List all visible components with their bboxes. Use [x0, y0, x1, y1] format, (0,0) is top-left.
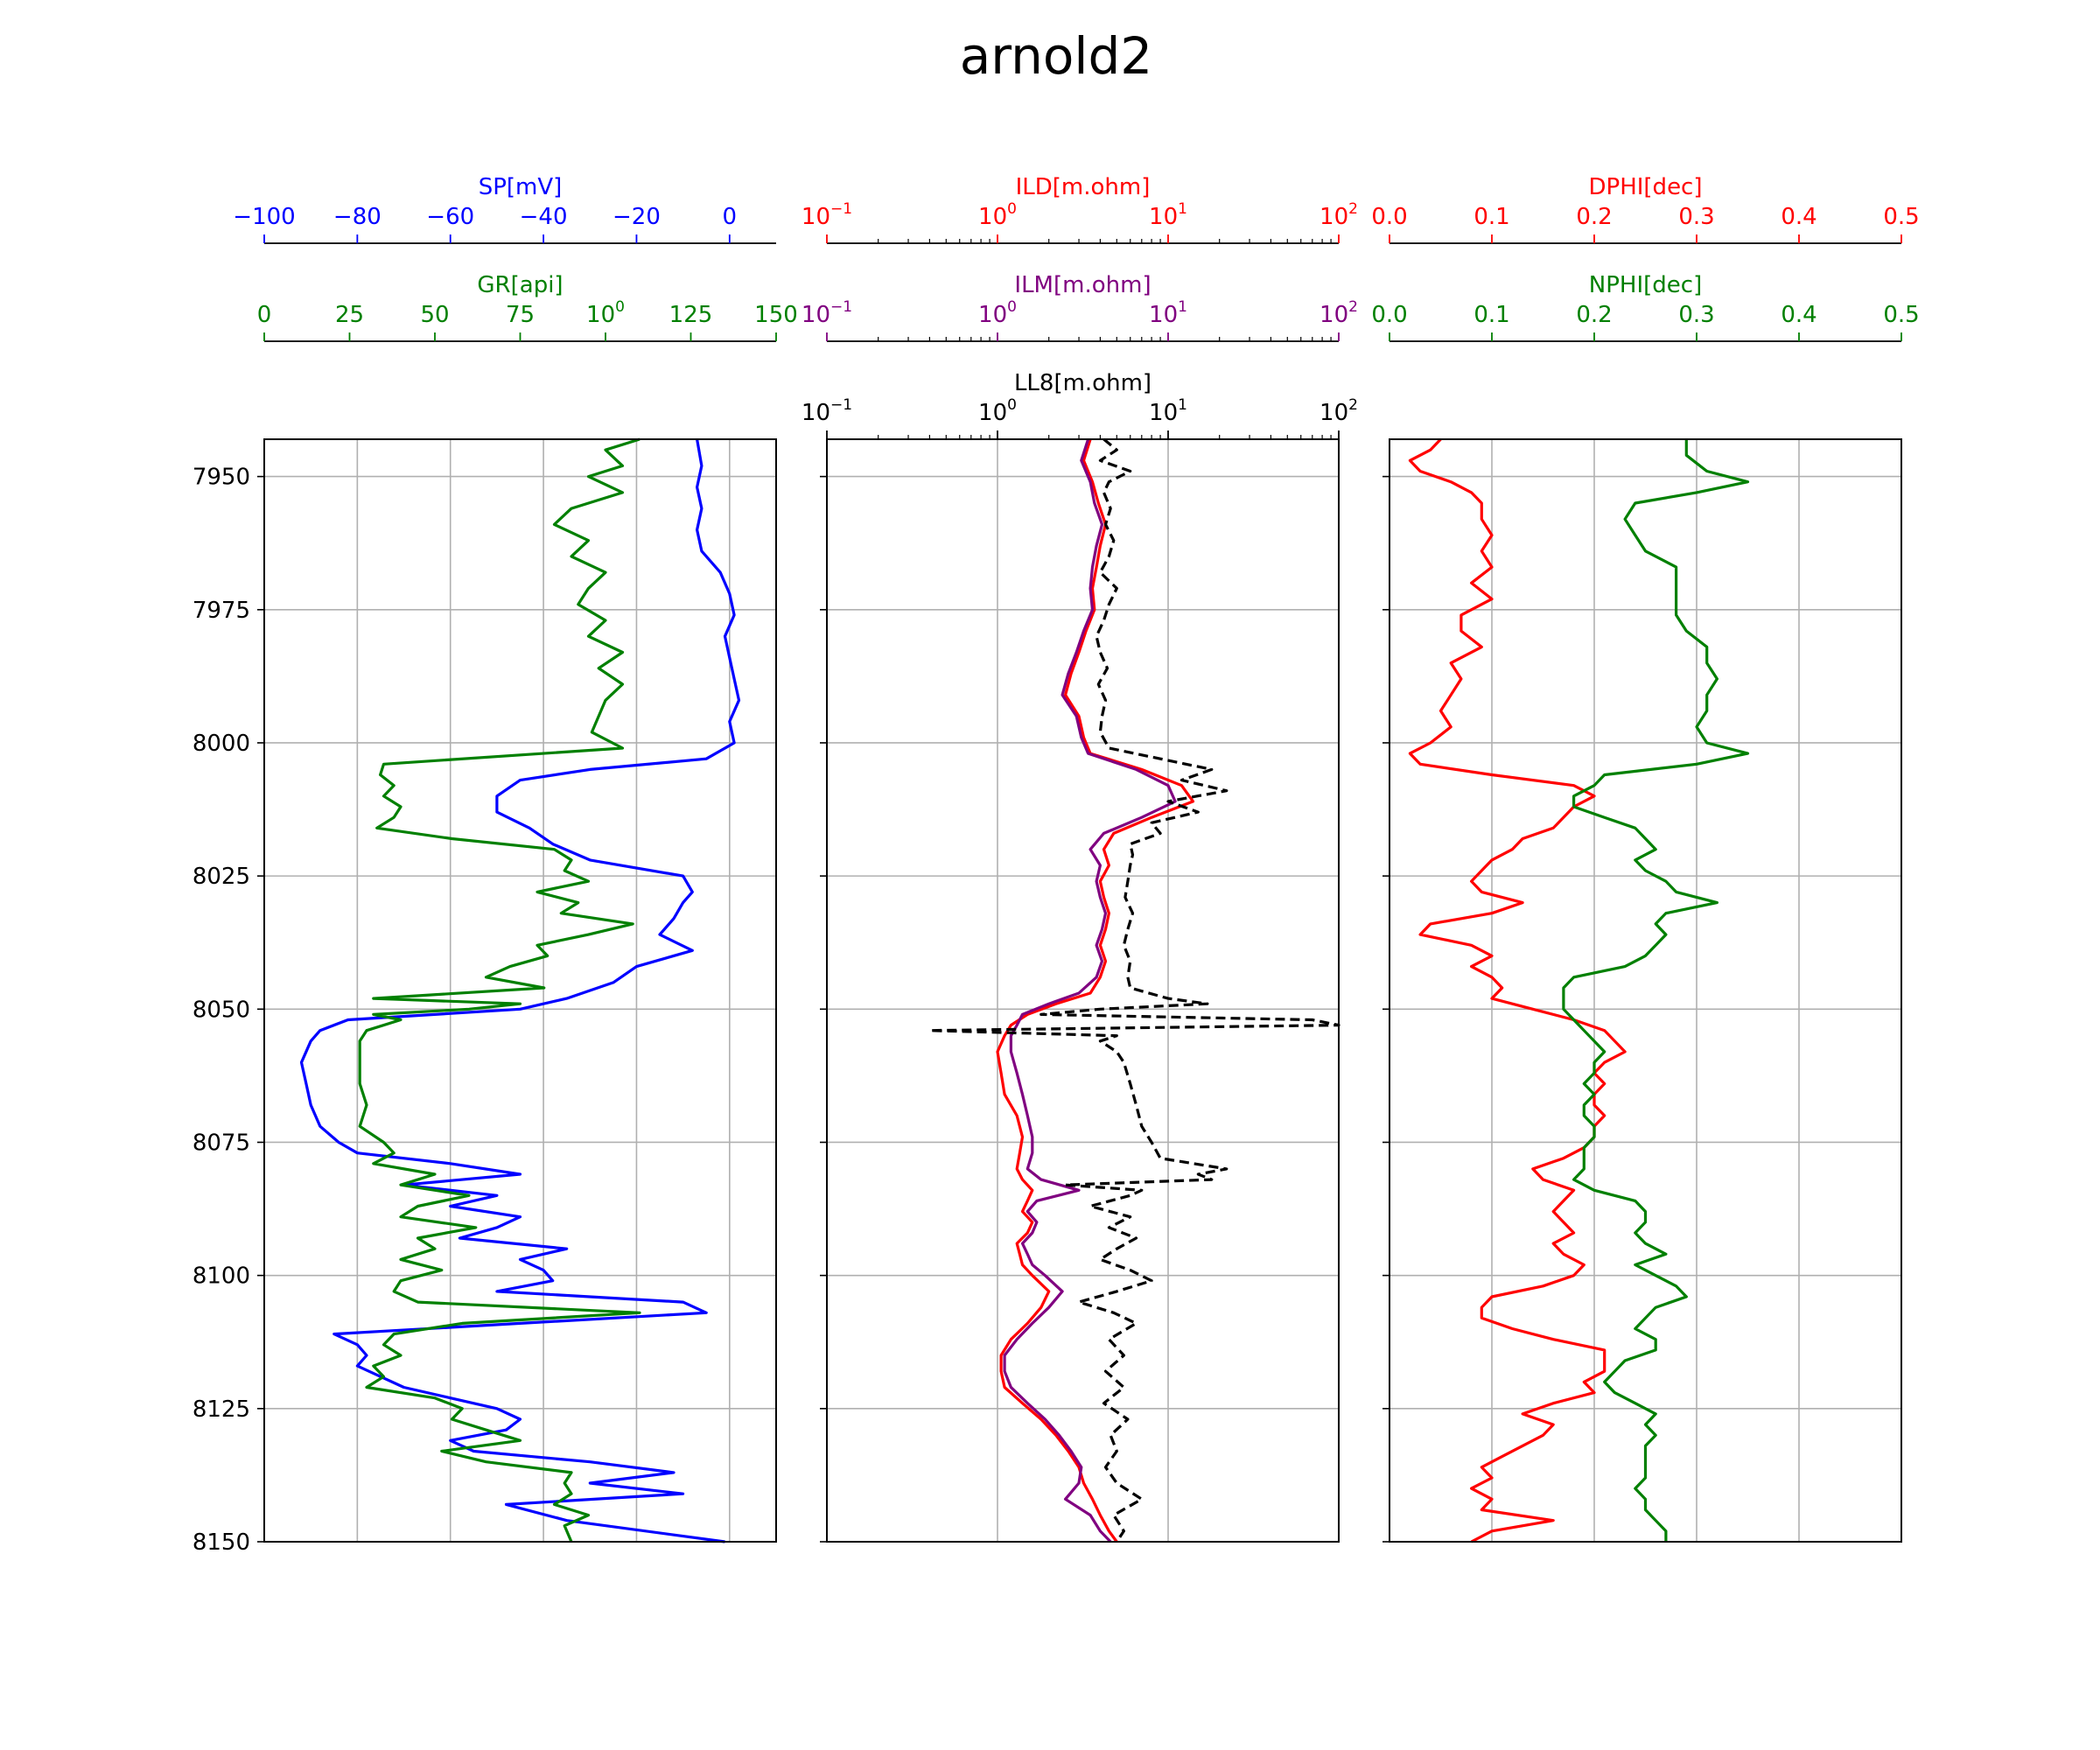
gr-curve — [358, 438, 641, 1543]
ilm-axis: 10−1 100 101 102 ILM[m.ohm] — [802, 272, 1358, 342]
nphi-axis: 0.0 0.1 0.2 0.3 0.4 0.5 NPHI[dec] — [1371, 272, 1920, 342]
ll8-axis: 10−1 100 101 102 LL8[m.ohm] — [802, 370, 1358, 440]
dphi-tick-label: 0.4 — [1781, 204, 1816, 230]
ll8-tick-label: 10−1 — [802, 396, 852, 426]
nphi-tick-label: 0.4 — [1781, 302, 1816, 328]
ilm-tick-label: 102 — [1320, 298, 1358, 328]
ild-tick-label: 102 — [1320, 200, 1358, 230]
figure-title: arnold2 — [960, 26, 1152, 86]
ll8-tick-label: 100 — [978, 396, 1017, 426]
ild-tick-label: 101 — [1149, 200, 1187, 230]
dphi-curve — [1408, 438, 1627, 1544]
depth-tick-label: 8050 — [192, 997, 250, 1023]
depth-tick-label: 7950 — [192, 465, 250, 491]
nphi-curve — [1562, 439, 1750, 1542]
gr-tick-label: 0 — [257, 302, 272, 328]
nphi-tick-label: 0.0 — [1371, 302, 1407, 328]
ilm-tick-label: 101 — [1149, 298, 1187, 328]
dphi-tick-label: 0.0 — [1371, 204, 1407, 230]
gr-tick-label: 75 — [506, 302, 535, 328]
sp-tick-label: −40 — [520, 204, 568, 230]
ll8-tick-label: 101 — [1149, 396, 1187, 426]
track-2-frame — [826, 438, 1340, 1543]
depth-tick-label: 8100 — [192, 1264, 250, 1290]
nphi-tick-label: 0.2 — [1576, 302, 1612, 328]
track-3-frame — [1389, 438, 1902, 1543]
ild-axis: 10−1 100 101 102 ILD[m.ohm] — [802, 174, 1358, 244]
ilm-curve — [1003, 438, 1177, 1544]
sp-axis: −100 −80 −60 −40 −20 0 SP[mV] — [233, 174, 776, 244]
gr-tick-label: 150 — [754, 302, 798, 328]
ild-axis-label: ILD[m.ohm] — [1016, 174, 1151, 200]
depth-tick-label: 8025 — [192, 864, 250, 890]
sp-tick-label: −20 — [612, 204, 661, 230]
depth-tick-label: 7975 — [192, 598, 250, 624]
dphi-tick-label: 0.5 — [1883, 204, 1919, 230]
ll8-axis-label: LL8[m.ohm] — [1014, 370, 1152, 396]
ll8-curve — [928, 438, 1340, 1543]
dphi-tick-label: 0.1 — [1474, 204, 1509, 230]
gr-tick-label: 25 — [335, 302, 364, 328]
dphi-axis-label: DPHI[dec] — [1589, 174, 1703, 200]
gr-tick-label: 125 — [669, 302, 713, 328]
dphi-tick-label: 0.2 — [1576, 204, 1612, 230]
sp-axis-label: SP[mV] — [479, 174, 563, 200]
gr-axis-label: GR[api] — [477, 272, 563, 298]
depth-tick-label: 8125 — [192, 1396, 250, 1423]
ilm-axis-label: ILM[m.ohm] — [1014, 272, 1151, 298]
track-1: 7950 7975 8000 8025 8050 8075 8100 8125 8150 −100… — [192, 174, 798, 1556]
depth-tick-label: 8075 — [192, 1130, 250, 1156]
ild-curve — [996, 438, 1195, 1543]
sp-tick-label: −80 — [333, 204, 382, 230]
depth-tick-label: 8150 — [192, 1530, 250, 1556]
sp-tick-label: −60 — [426, 204, 474, 230]
sp-tick-label: 0 — [723, 204, 738, 230]
depth-tick-label: 8000 — [192, 731, 250, 757]
gr-tick-label: 100 — [586, 298, 625, 328]
sp-tick-label: −100 — [233, 204, 295, 230]
ild-tick-label: 100 — [978, 200, 1017, 230]
ild-tick-label: 10−1 — [802, 200, 852, 230]
ll8-tick-label: 102 — [1320, 396, 1358, 426]
dphi-axis: 0.0 0.1 0.2 0.3 0.4 0.5 DPHI[dec] — [1371, 174, 1920, 244]
nphi-axis-label: NPHI[dec] — [1589, 272, 1702, 298]
gr-tick-label: 50 — [420, 302, 449, 328]
track-1-frame — [263, 438, 777, 1543]
log-tracks: 7950 7975 8000 8025 8050 8075 8100 8125 8150 −100… — [192, 174, 1920, 1556]
dphi-tick-label: 0.3 — [1678, 204, 1714, 230]
sp-curve — [299, 438, 741, 1544]
ilm-tick-label: 10−1 — [802, 298, 852, 328]
track-2: 10−1 100 101 102 ILD[m.ohm] 10−1 100 101 102 ILM[… — [802, 174, 1358, 1544]
nphi-tick-label: 0.5 — [1883, 302, 1919, 328]
ilm-tick-label: 100 — [978, 298, 1017, 328]
nphi-tick-label: 0.3 — [1678, 302, 1714, 328]
nphi-tick-label: 0.1 — [1474, 302, 1509, 328]
gr-axis: 0 25 50 75 100 125 150 GR[api] — [257, 272, 798, 342]
